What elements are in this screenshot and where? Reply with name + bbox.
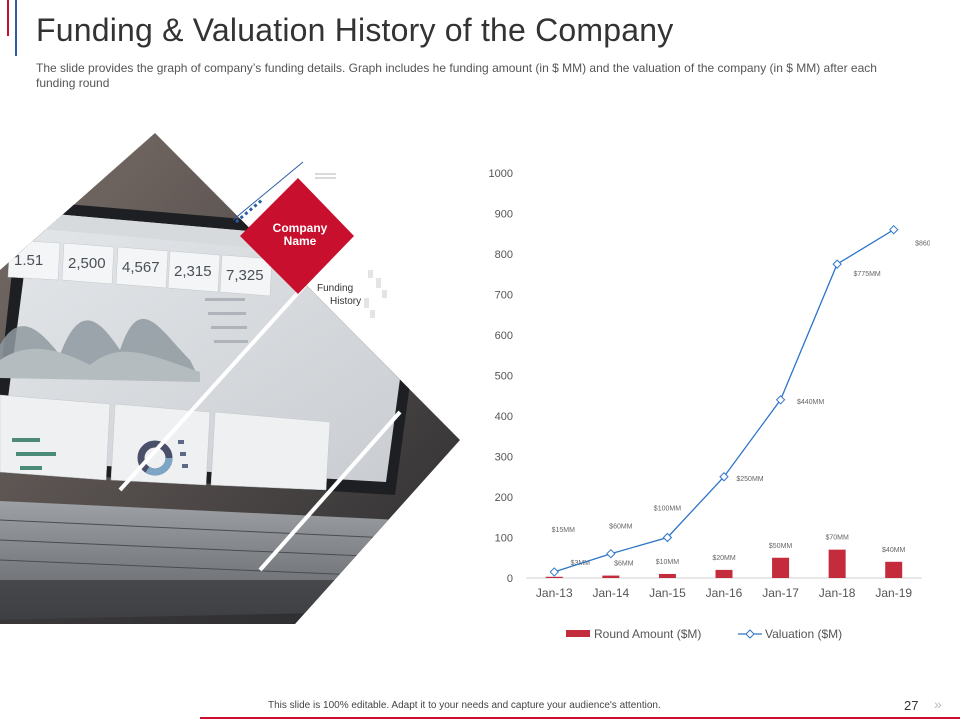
- bar-data-label: $50MM: [769, 543, 793, 550]
- x-tick-label: Jan-13: [536, 586, 573, 600]
- y-tick-label: 500: [495, 371, 513, 383]
- x-tick-label: Jan-19: [875, 586, 912, 600]
- bar-data-label: $10MM: [656, 559, 680, 566]
- line-data-label: $15MM: [552, 527, 576, 534]
- legend-marker: [745, 629, 755, 639]
- y-tick-label: 300: [495, 452, 513, 464]
- bar-round-amount: [545, 576, 563, 578]
- bar-round-amount: [602, 575, 620, 578]
- page-number: 27: [904, 698, 919, 713]
- photo-stat: 2,500: [68, 255, 106, 272]
- bar-round-amount: [885, 561, 903, 578]
- funding-valuation-chart: 0 100 200 300 400 500 600 700 800 900 1000 Jan-13 Ja…: [489, 168, 930, 641]
- bar-data-label: $6MM: [614, 561, 634, 568]
- footer-note: This slide is 100% editable. Adapt it to…: [268, 700, 661, 711]
- y-tick-label: 800: [495, 249, 513, 261]
- photo-stat: 1.51: [14, 252, 43, 269]
- bar-data-label: $20MM: [712, 555, 736, 562]
- line-marker: [719, 472, 729, 482]
- legend-label-valuation: Valuation ($M): [765, 627, 842, 641]
- bar-data-label: $40MM: [882, 547, 906, 554]
- line-valuation: [554, 229, 895, 573]
- y-tick-label: 600: [495, 330, 513, 342]
- line-data-label: $60MM: [609, 524, 633, 531]
- line-data-label: $100MM: [654, 506, 681, 513]
- bar-round-amount: [772, 557, 790, 578]
- y-tick-label: 200: [495, 492, 513, 504]
- x-tick-label: Jan-14: [593, 586, 630, 600]
- funding-line-2: History: [330, 296, 362, 307]
- photo-stat: 2,315: [174, 263, 212, 280]
- y-tick-label: 400: [495, 411, 513, 423]
- line-data-label: $860MM: [915, 241, 930, 248]
- bar-round-amount: [658, 573, 676, 578]
- photo-stat: 4,567: [122, 259, 160, 276]
- bar-round-amount: [715, 569, 733, 578]
- photo-stat: 7,325: [226, 267, 264, 284]
- next-slide-icon[interactable]: »: [934, 696, 942, 712]
- funding-line-1: Funding: [317, 283, 354, 294]
- slide-title: Funding & Valuation History of the Compa…: [36, 12, 674, 48]
- bar-data-label: $70MM: [825, 535, 849, 542]
- x-tick-label: Jan-18: [819, 586, 856, 600]
- footer-rule: [200, 717, 960, 719]
- line-marker: [775, 395, 786, 405]
- accent-bar-blue: [15, 0, 17, 56]
- line-marker: [662, 532, 673, 543]
- funding-history-label: Funding History: [316, 282, 366, 308]
- line-marker: [606, 548, 616, 559]
- legend-swatch-bar: [566, 630, 590, 637]
- line-data-label: $440MM: [797, 399, 824, 406]
- line-marker: [889, 224, 899, 235]
- y-tick-label: 100: [495, 533, 513, 545]
- legend-label-round-amount: Round Amount ($M): [594, 627, 701, 641]
- x-tick-label: Jan-17: [762, 586, 799, 600]
- accent-bar-red: [7, 0, 9, 36]
- y-tick-label: 700: [495, 290, 513, 302]
- bar-round-amount: [828, 549, 846, 578]
- y-tick-label: 900: [495, 209, 513, 221]
- line-data-label: $250MM: [736, 476, 763, 483]
- line-data-label: $775MM: [854, 271, 881, 278]
- x-tick-label: Jan-15: [649, 586, 686, 600]
- slide-subtitle: The slide provides the graph of company’…: [36, 61, 877, 90]
- y-tick-label: 0: [507, 573, 513, 585]
- badge-line-1: Company: [272, 221, 328, 235]
- line-marker: [549, 567, 559, 577]
- y-tick-label: 1000: [489, 168, 513, 180]
- company-badge-label: Company Name: [262, 222, 338, 248]
- x-tick-label: Jan-16: [706, 586, 743, 600]
- badge-line-2: Name: [283, 234, 317, 248]
- line-marker: [832, 259, 842, 269]
